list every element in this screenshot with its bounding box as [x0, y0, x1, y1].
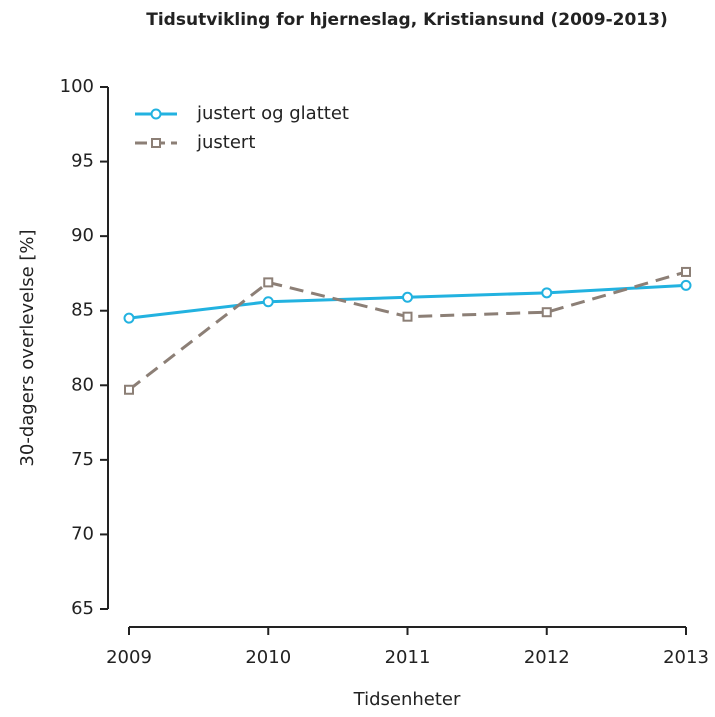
y-tick-label: 90	[71, 225, 94, 246]
legend-marker	[150, 108, 162, 120]
legend-label: justert	[196, 132, 255, 153]
data-point	[263, 277, 274, 288]
y-tick-label: 85	[71, 300, 94, 321]
data-point	[402, 311, 413, 322]
y-tick-label: 100	[60, 76, 94, 97]
y-tick-label: 95	[71, 151, 94, 172]
y-tick-label: 65	[71, 598, 94, 619]
y-tick-label: 80	[71, 374, 94, 395]
data-point	[123, 312, 135, 324]
y-tick-label: 70	[71, 523, 94, 544]
x-tick-label: 2009	[106, 647, 152, 668]
data-point	[402, 291, 413, 303]
data-point	[541, 287, 553, 299]
y-tick-label: 75	[71, 449, 94, 470]
data-point	[124, 384, 134, 395]
data-point	[681, 266, 691, 277]
data-point	[541, 307, 552, 318]
data-point	[680, 279, 692, 291]
x-axis-label: Tidsenheter	[353, 689, 461, 710]
legend-label: justert og glattet	[196, 103, 349, 124]
chart-title: Tidsutvikling for hjerneslag, Kristiansu…	[146, 10, 667, 30]
x-tick-label: 2013	[663, 647, 709, 668]
x-tick-label: 2010	[245, 647, 291, 668]
y-axis-label: 30-dagers overlevelse [%]	[17, 229, 38, 466]
x-tick-label: 2012	[524, 647, 570, 668]
data-point	[262, 296, 274, 308]
legend-marker	[151, 138, 161, 148]
x-tick-label: 2011	[385, 647, 431, 668]
